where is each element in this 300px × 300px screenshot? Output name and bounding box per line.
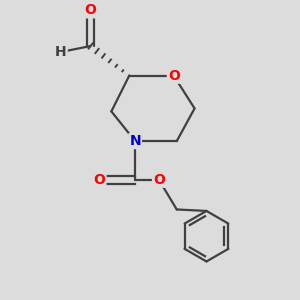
Text: N: N [129, 134, 141, 148]
Text: H: H [55, 45, 67, 59]
Text: O: O [94, 173, 105, 187]
Text: O: O [85, 3, 97, 17]
Text: O: O [153, 173, 165, 187]
Text: O: O [168, 69, 180, 83]
